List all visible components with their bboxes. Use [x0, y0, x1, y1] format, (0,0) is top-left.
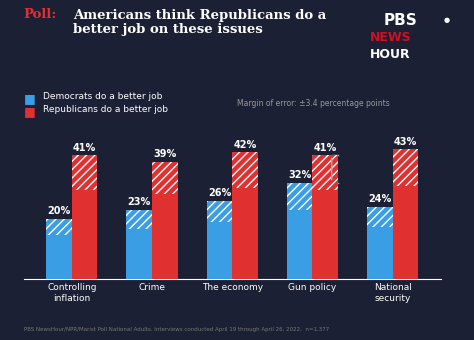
Bar	[287, 183, 312, 209]
Text: 23%: 23%	[128, 197, 151, 207]
Text: 24%: 24%	[368, 194, 392, 204]
Bar	[232, 188, 258, 279]
Bar	[46, 236, 72, 279]
Bar	[232, 152, 258, 188]
Text: Republicans do a better job: Republicans do a better job	[43, 105, 168, 114]
Text: 20%: 20%	[47, 206, 71, 216]
Text: Margin of error: ±3.4 percentage points: Margin of error: ±3.4 percentage points	[237, 99, 390, 107]
Bar	[207, 222, 232, 279]
Text: 42%: 42%	[234, 140, 257, 150]
Bar	[127, 229, 152, 279]
Bar	[127, 210, 152, 229]
Text: 32%: 32%	[288, 170, 311, 180]
Text: 39%: 39%	[153, 149, 176, 159]
Text: Americans think Republicans do a
better job on these issues: Americans think Republicans do a better …	[73, 8, 327, 36]
Text: 41%: 41%	[314, 143, 337, 153]
Bar	[152, 194, 178, 279]
Bar	[46, 219, 72, 236]
Bar	[312, 190, 338, 279]
Text: 41%: 41%	[73, 143, 96, 153]
Text: ●: ●	[444, 17, 450, 23]
Text: ■: ■	[24, 105, 36, 118]
Text: 26%: 26%	[208, 188, 231, 198]
Bar	[207, 201, 232, 222]
Text: 43%: 43%	[394, 137, 417, 147]
Bar	[367, 227, 392, 279]
Bar	[367, 207, 392, 227]
Text: Poll:: Poll:	[24, 8, 57, 21]
Text: PBS NewsHour/NPR/Marist Poll National Adults. Interviews conducted April 19 thro: PBS NewsHour/NPR/Marist Poll National Ad…	[24, 326, 329, 332]
Bar	[287, 209, 312, 279]
Text: Democrats do a better job: Democrats do a better job	[43, 92, 162, 101]
Text: ■: ■	[24, 92, 36, 105]
Bar	[392, 150, 419, 186]
Text: NEWS: NEWS	[370, 31, 411, 44]
Bar	[152, 162, 178, 194]
Text: HOUR: HOUR	[370, 48, 410, 61]
Bar	[392, 186, 419, 279]
Bar	[72, 190, 98, 279]
Bar	[72, 155, 98, 190]
Text: PBS: PBS	[383, 13, 417, 28]
Bar	[312, 155, 338, 190]
